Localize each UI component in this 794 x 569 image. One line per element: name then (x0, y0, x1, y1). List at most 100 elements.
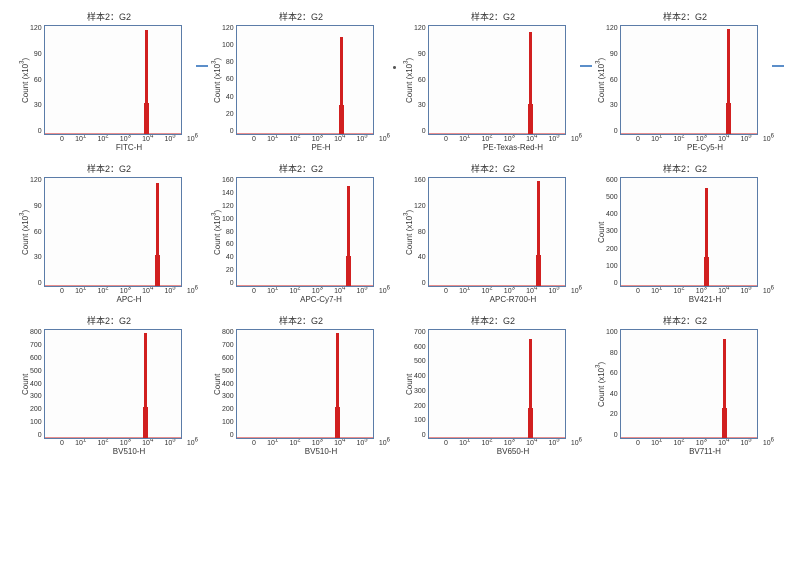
y-tick-label: 800 (30, 329, 42, 336)
y-tick-label: 80 (414, 229, 426, 236)
x-tick-label: 106 (379, 288, 390, 295)
x-tick-label: 105 (164, 440, 175, 447)
x-tick-label: 105 (164, 288, 175, 295)
x-tick-label: 103 (312, 440, 323, 447)
x-tick-label: 101 (75, 440, 86, 447)
y-tick-label: 600 (30, 355, 42, 362)
y-tick-label: 60 (606, 370, 618, 377)
connector-line (580, 65, 592, 67)
x-tick-label: 105 (164, 136, 175, 143)
plot-area: Count (x103)1209060300 (596, 25, 774, 135)
x-tick-label: 102 (97, 136, 108, 143)
y-tick-label: 300 (414, 388, 426, 395)
chart-title: 样本2：G2 (404, 314, 582, 327)
y-axis-label: Count (20, 329, 30, 439)
y-tick-label: 0 (414, 128, 426, 135)
histogram-chart: 样本2：G2Count70060050040030020010000101102… (404, 314, 582, 456)
x-tick-label: 105 (356, 288, 367, 295)
x-tick-label: 101 (267, 136, 278, 143)
x-ticks: 0101102103104105106 (60, 287, 198, 295)
x-tick-label: 106 (763, 136, 774, 143)
x-tick-label: 104 (718, 136, 729, 143)
plot-box (236, 329, 374, 439)
x-tick-label: 104 (334, 440, 345, 447)
plot-area: Count (x103)120100806040200 (212, 25, 390, 135)
y-tick-label: 140 (222, 190, 234, 197)
y-tick-label: 40 (414, 254, 426, 261)
y-tick-label: 100 (222, 419, 234, 426)
x-ticks: 0101102103104105106 (636, 439, 774, 447)
x-tick-label: 102 (289, 288, 300, 295)
histogram-peak (336, 333, 339, 438)
x-tick-label: 0 (60, 440, 64, 447)
x-tick-label: 0 (252, 440, 256, 447)
x-tick-label: 103 (312, 288, 323, 295)
y-axis-label: Count (x103) (20, 177, 30, 287)
x-tick-label: 0 (636, 136, 640, 143)
x-tick-label: 104 (526, 136, 537, 143)
chart-title: 样本2：G2 (20, 314, 198, 327)
x-tick-label: 106 (763, 440, 774, 447)
x-tick-label: 102 (673, 288, 684, 295)
x-tick-label: 101 (459, 136, 470, 143)
histogram-chart: 样本2：G2Count (x103)1601208040001011021031… (404, 162, 582, 304)
x-tick-label: 103 (504, 288, 515, 295)
chart-title: 样本2：G2 (596, 10, 774, 23)
y-ticks: 120100806040200 (222, 25, 236, 135)
x-tick-label: 101 (459, 440, 470, 447)
y-tick-label: 0 (30, 432, 42, 439)
plot-box (236, 25, 374, 135)
chart-title: 样本2：G2 (20, 10, 198, 23)
x-tick-label: 103 (696, 440, 707, 447)
plot-area: Count (x103)100806040200 (596, 329, 774, 439)
plot-box (236, 177, 374, 287)
x-tick-label: 101 (459, 288, 470, 295)
y-tick-label: 600 (222, 355, 234, 362)
y-tick-label: 60 (606, 77, 618, 84)
y-tick-label: 60 (30, 77, 42, 84)
x-tick-label: 102 (673, 440, 684, 447)
y-ticks: 6005004003002001000 (606, 177, 620, 287)
y-axis-label: Count (212, 329, 222, 439)
y-tick-label: 600 (414, 344, 426, 351)
x-tick-label: 106 (571, 288, 582, 295)
y-tick-label: 20 (606, 411, 618, 418)
y-tick-label: 80 (606, 350, 618, 357)
x-tick-label: 102 (289, 440, 300, 447)
x-axis-label: PE-Texas-Red-H (444, 143, 582, 152)
histogram-chart: 样本2：G2Count (x103)1209060300010110210310… (596, 10, 774, 152)
x-tick-label: 101 (75, 136, 86, 143)
plot-area: Count (x103)160140120100806040200 (212, 177, 390, 287)
y-ticks: 1209060300 (30, 177, 44, 287)
chart-title: 样本2：G2 (212, 162, 390, 175)
x-tick-label: 101 (267, 440, 278, 447)
x-tick-label: 0 (60, 136, 64, 143)
y-axis-label: Count (596, 177, 606, 287)
y-tick-label: 120 (30, 177, 42, 184)
x-axis-label: PE-Cy5-H (636, 143, 774, 152)
plot-area: Count (x103)16012080400 (404, 177, 582, 287)
y-axis-label: Count (x103) (596, 25, 606, 135)
histogram-chart: 样本2：G2Count (x103)1209060300010110210310… (20, 10, 198, 152)
y-axis-label: Count (x103) (20, 25, 30, 135)
x-tick-label: 0 (636, 288, 640, 295)
x-tick-label: 106 (187, 440, 198, 447)
plot-box (620, 177, 758, 287)
plot-area: Count6005004003002001000 (596, 177, 774, 287)
plot-box (428, 329, 566, 439)
histogram-chart: 样本2：G2Count60050040030020010000101102103… (596, 162, 774, 304)
y-tick-label: 500 (414, 358, 426, 365)
x-ticks: 0101102103104105106 (252, 287, 390, 295)
histogram-chart: 样本2：G2Count80070060050040030020010000101… (212, 314, 390, 456)
y-tick-label: 160 (222, 177, 234, 184)
y-tick-label: 100 (222, 42, 234, 49)
histogram-chart: 样本2：G2Count (x103)1209060300010110210310… (20, 162, 198, 304)
plot-box (44, 177, 182, 287)
x-tick-label: 106 (571, 440, 582, 447)
x-ticks: 0101102103104105106 (252, 439, 390, 447)
x-tick-label: 103 (696, 136, 707, 143)
y-tick-label: 200 (30, 406, 42, 413)
x-ticks: 0101102103104105106 (444, 439, 582, 447)
y-tick-label: 100 (606, 263, 618, 270)
y-axis-label: Count (x103) (212, 25, 222, 135)
